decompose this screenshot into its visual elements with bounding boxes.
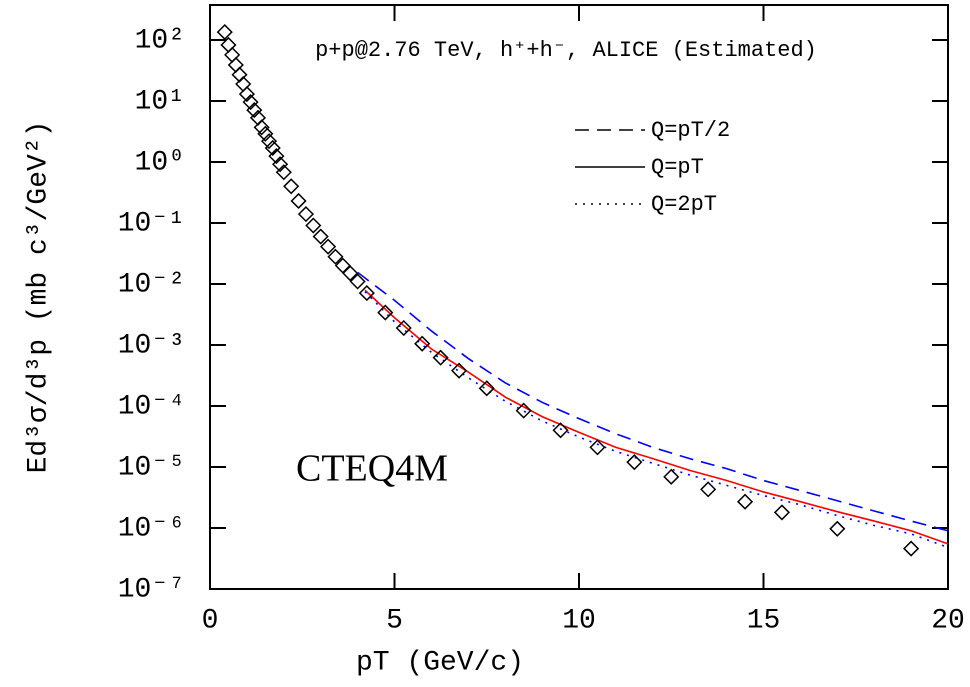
x-tick-label: 15: [747, 605, 781, 636]
data-point: [349, 273, 366, 290]
data-point: [257, 125, 274, 142]
data-point: [253, 119, 270, 136]
data-point: [663, 468, 680, 485]
data-point: [358, 285, 375, 302]
y-tick-label: 10⁻³: [118, 330, 185, 361]
data-point: [515, 402, 532, 419]
data-point: [297, 206, 315, 223]
data-point: [246, 102, 263, 119]
data-point: [451, 362, 468, 379]
y-tick-label: 10⁻⁴: [118, 391, 185, 422]
data-point: [242, 94, 259, 111]
x-tick-label: 5: [386, 605, 403, 636]
legend-label: Q=pT/2: [651, 118, 730, 143]
data-point: [327, 248, 344, 265]
data-point: [700, 481, 717, 498]
data-point: [312, 228, 329, 245]
x-axis-label: pT (GeV/c): [356, 647, 524, 678]
y-tick-label: 10²: [135, 25, 185, 56]
data-point: [238, 86, 255, 103]
x-tick-label: 0: [202, 605, 219, 636]
data-point: [478, 380, 495, 397]
data-point: [903, 540, 920, 557]
data-point: [305, 217, 322, 234]
data-point: [432, 349, 449, 366]
line: [357, 271, 949, 532]
y-tick-label: 10⁻⁵: [118, 452, 185, 483]
data-point: [626, 454, 643, 471]
y-tick-label: 10⁻⁷: [118, 574, 185, 605]
data-point: [736, 493, 754, 510]
data-point: [829, 520, 846, 537]
legend-label: Q=pT: [651, 155, 704, 180]
y-tick-label: 10⁻²: [118, 269, 185, 300]
data-point: [589, 439, 606, 456]
data-point: [283, 178, 300, 195]
data-point: [377, 304, 394, 321]
data-point: [260, 133, 278, 150]
legend-label: Q=2pT: [651, 192, 717, 217]
data-point: [272, 156, 289, 173]
data-point: [552, 422, 569, 439]
y-axis-label: Ed³σ/d³p (mb c³/GeV²): [23, 121, 54, 474]
data-point: [264, 139, 281, 157]
data-point: [290, 192, 307, 210]
data-point: [414, 335, 431, 352]
annotation: CTEQ4M: [296, 448, 448, 490]
y-tick-label: 10⁻⁶: [118, 513, 185, 544]
data-point: [395, 319, 412, 337]
data-point: [275, 164, 292, 181]
x-tick-label: 10: [562, 605, 596, 636]
y-tick-label: 10⁻¹: [118, 208, 185, 239]
data-point: [320, 238, 337, 255]
data-point: [216, 24, 233, 41]
x-tick-label: 20: [931, 605, 965, 636]
y-tick-label: 10¹: [135, 86, 185, 117]
data-point: [268, 148, 285, 165]
line: [364, 289, 949, 545]
y-tick-label: 10⁰: [135, 147, 185, 178]
data-point: [773, 504, 791, 521]
data-point: [342, 265, 359, 282]
line: [364, 291, 949, 549]
chart-title: p+p@2.76 TeV, h⁺+h⁻, ALICE (Estimated): [315, 38, 817, 63]
